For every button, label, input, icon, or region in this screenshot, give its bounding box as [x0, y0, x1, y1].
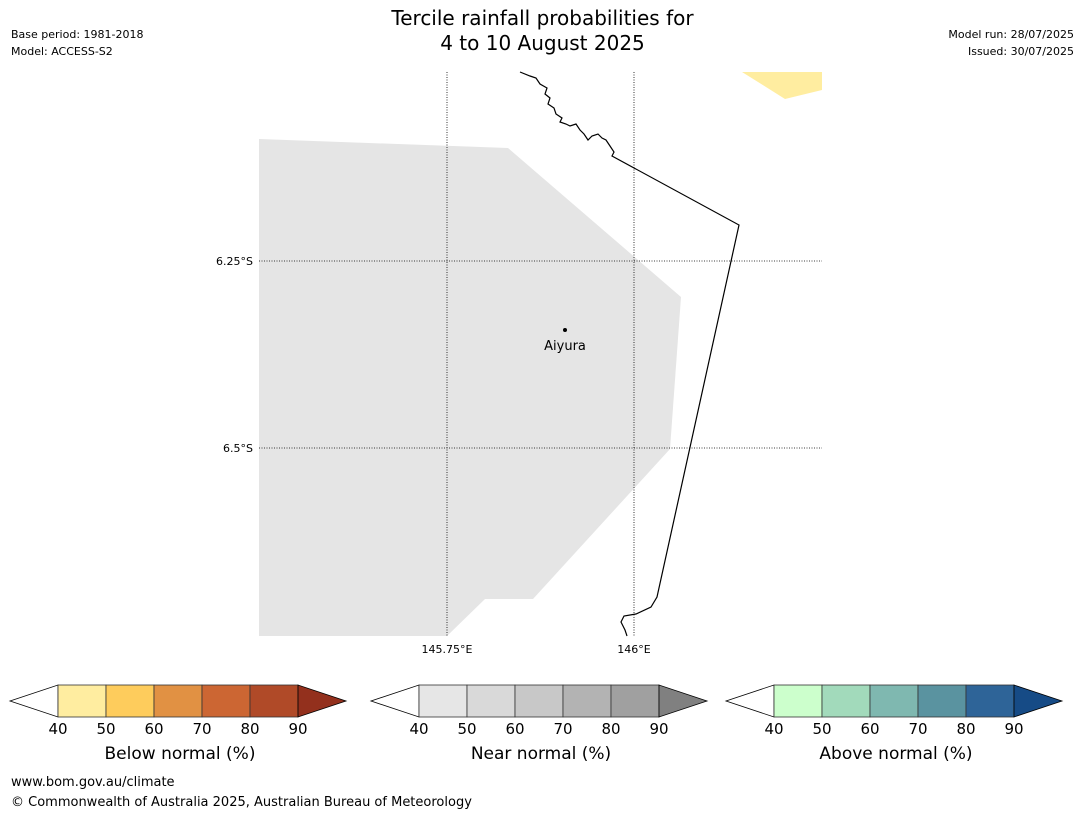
above-normal-swatches [724, 684, 1064, 718]
colorbar-swatch-40 [773, 684, 823, 718]
colorbar-under-triangle [8, 684, 59, 718]
near-tick-40: 40 [409, 720, 429, 738]
near-normal-colorbar: 40 50 60 70 80 90 Near normal (%) [369, 684, 711, 774]
map-title: Tercile rainfall probabilities for 4 to … [0, 6, 1085, 56]
colorbar-swatch-60 [514, 684, 564, 718]
above-tick-70: 70 [908, 720, 928, 738]
below-normal-label: Below normal (%) [104, 744, 256, 764]
model-run-text: Model run: 28/07/2025 [948, 28, 1074, 41]
base-period-text: Base period: 1981-2018 [11, 28, 144, 41]
below-normal-colorbar: 40 50 60 70 80 90 Below normal (%) [8, 684, 350, 774]
aiyura-label: Aiyura [544, 339, 586, 354]
colorbar-swatch-60 [869, 684, 919, 718]
lat-label-6-5: 6.5°S [223, 442, 253, 455]
below-normal-region [742, 72, 822, 99]
near-tick-50: 50 [457, 720, 477, 738]
near-normal-swatches [369, 684, 709, 718]
near-tick-70: 70 [553, 720, 573, 738]
above-tick-50: 50 [812, 720, 832, 738]
colorbar-swatch-70 [562, 684, 612, 718]
lon-label-145-75: 145.75°E [422, 643, 473, 656]
footer-copyright: © Commonwealth of Australia 2025, Austra… [11, 795, 472, 810]
aiyura-marker [563, 328, 567, 332]
lon-label-146: 146°E [617, 643, 650, 656]
model-text: Model: ACCESS-S2 [11, 45, 113, 58]
below-tick-40: 40 [48, 720, 68, 738]
lat-label-6-25: 6.25°S [216, 255, 253, 268]
above-tick-60: 60 [860, 720, 880, 738]
colorbar-swatch-80 [249, 684, 299, 718]
below-tick-60: 60 [144, 720, 164, 738]
below-tick-90: 90 [288, 720, 308, 738]
coastline [519, 71, 740, 637]
colorbar-swatch-70 [917, 684, 967, 718]
near-tick-90: 90 [649, 720, 669, 738]
near-tick-60: 60 [505, 720, 525, 738]
issued-text: Issued: 30/07/2025 [967, 45, 1074, 58]
colorbar-over-triangle [658, 684, 709, 718]
colorbar-swatch-80 [965, 684, 1015, 718]
colorbar-swatch-40 [57, 684, 107, 718]
below-tick-50: 50 [96, 720, 116, 738]
colorbar-swatch-50 [821, 684, 871, 718]
below-normal-swatches [8, 684, 348, 718]
meta-left: Base period: 1981-2018 Model: ACCESS-S2 [11, 26, 143, 60]
near-tick-80: 80 [601, 720, 621, 738]
colorbar-over-triangle [1013, 684, 1064, 718]
below-tick-70: 70 [192, 720, 212, 738]
colorbar-swatch-80 [610, 684, 660, 718]
colorbar-swatch-70 [201, 684, 251, 718]
meta-right: Model run: 28/07/2025 Issued: 30/07/2025 [948, 26, 1074, 60]
below-tick-80: 80 [240, 720, 260, 738]
colorbar-swatch-50 [105, 684, 155, 718]
above-tick-80: 80 [956, 720, 976, 738]
above-tick-40: 40 [764, 720, 784, 738]
above-normal-label: Above normal (%) [819, 744, 973, 764]
colorbar-under-triangle [724, 684, 775, 718]
title-line-1: Tercile rainfall probabilities for [391, 6, 694, 30]
near-normal-label: Near normal (%) [470, 744, 612, 764]
colorbar-swatch-50 [466, 684, 516, 718]
colorbar-under-triangle [369, 684, 420, 718]
above-tick-90: 90 [1004, 720, 1024, 738]
above-normal-colorbar: 40 50 60 70 80 90 Above normal (%) [724, 684, 1066, 774]
title-line-2: 4 to 10 August 2025 [440, 31, 645, 55]
footer-url: www.bom.gov.au/climate [11, 775, 175, 790]
map-panel: Aiyura 6.25°S 6.5°S 145.75°E 146°E [216, 71, 822, 656]
colorbar-over-triangle [297, 684, 348, 718]
near-normal-region [259, 139, 681, 636]
colorbar-swatch-60 [153, 684, 203, 718]
colorbar-swatch-40 [418, 684, 468, 718]
